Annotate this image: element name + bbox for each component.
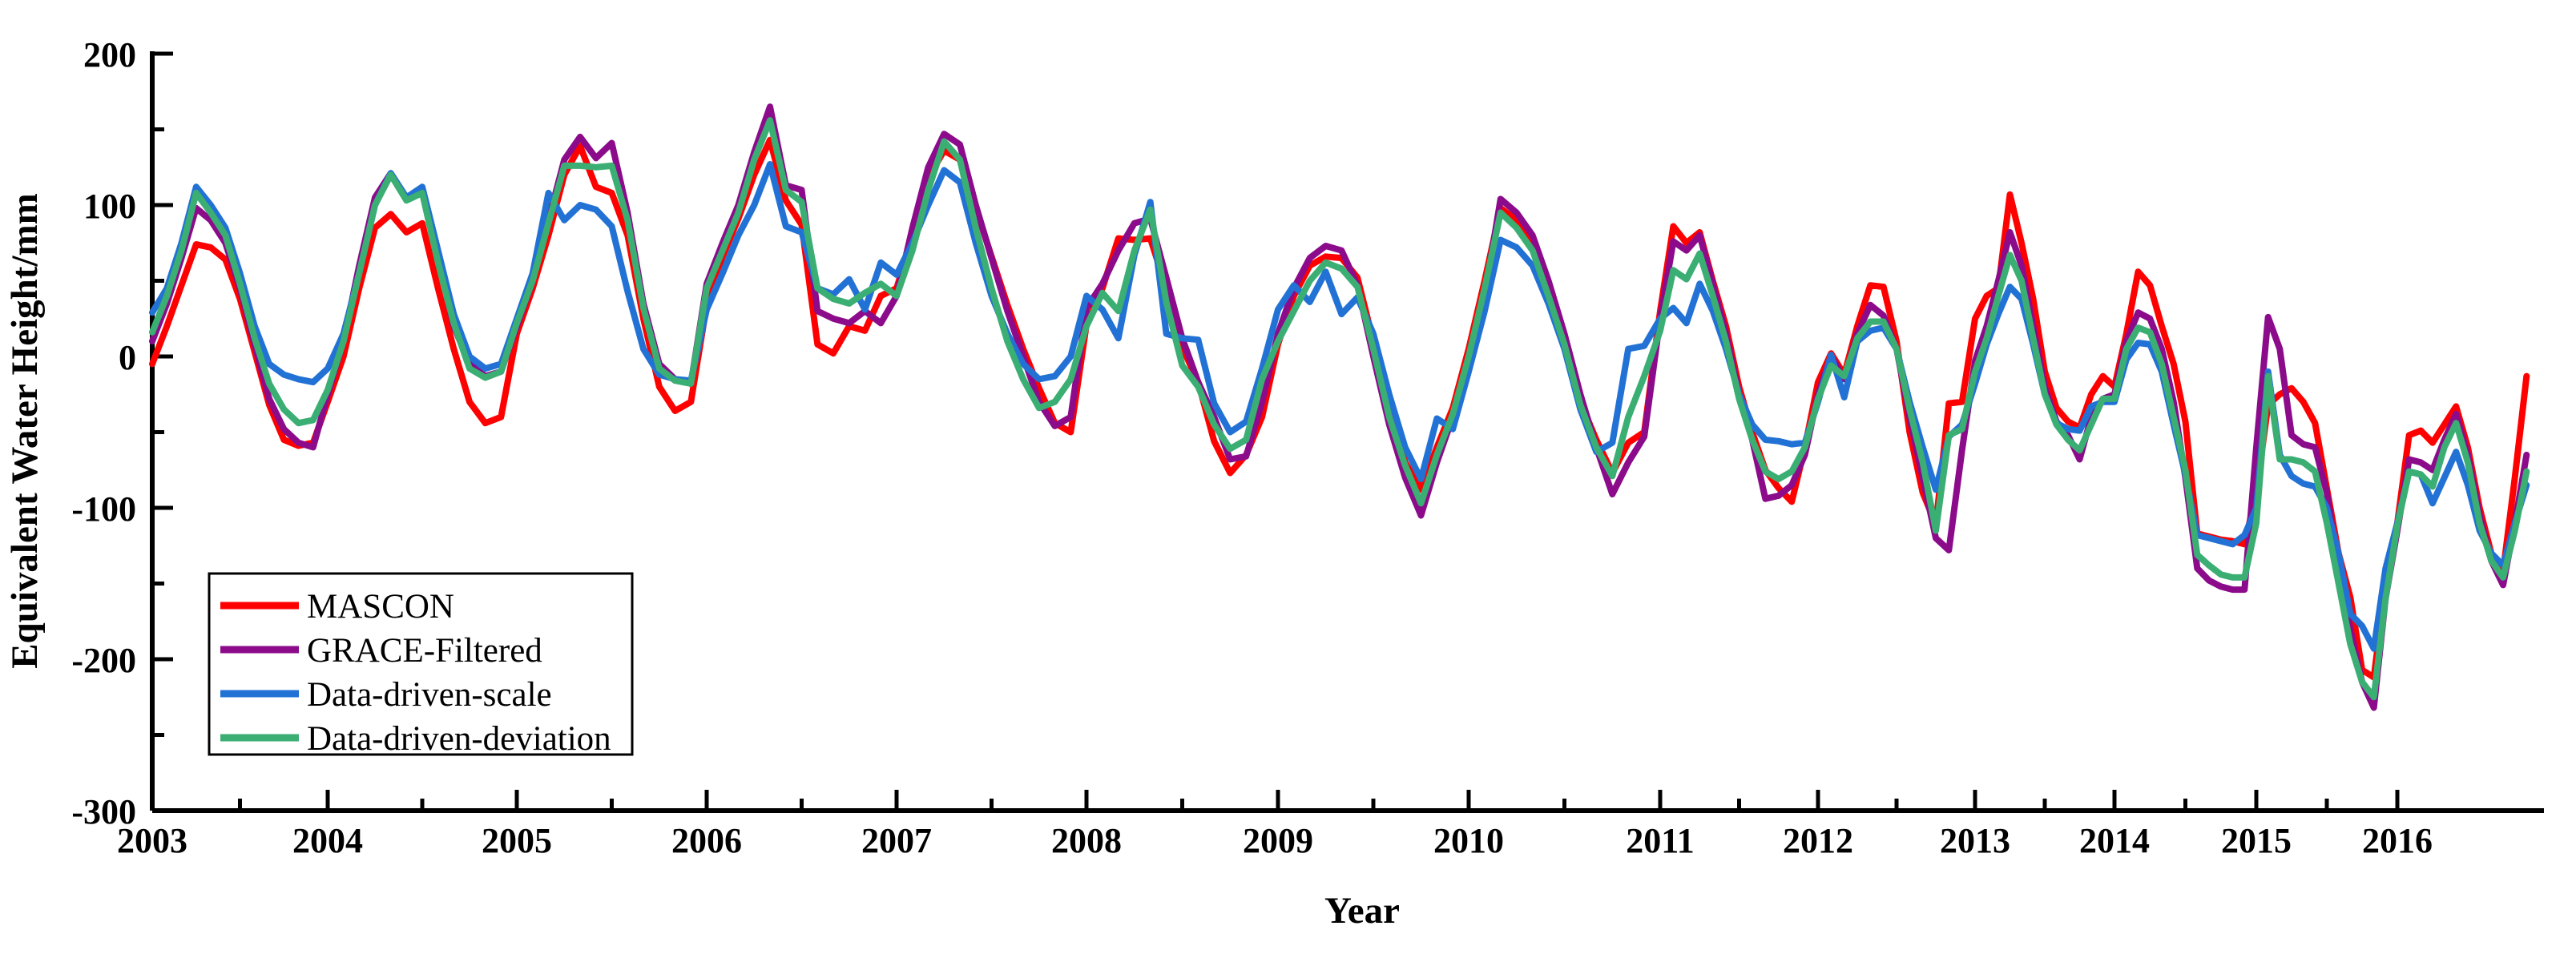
x-tick-label: 2008 <box>1051 821 1122 860</box>
y-tick-label: -100 <box>71 489 136 529</box>
x-tick-label: 2012 <box>1783 821 1853 860</box>
y-tick-label: 100 <box>83 187 136 226</box>
series-lines <box>149 103 2530 711</box>
y-tick-labels: 200 100 0 -100 -200 -300 <box>71 35 136 831</box>
y-tick-label: 0 <box>119 338 136 377</box>
legend-item-label: Data-driven-deviation <box>307 720 611 758</box>
x-tick-label: 2004 <box>292 821 363 860</box>
x-tick-label: 2003 <box>117 821 187 860</box>
x-tick-label: 2009 <box>1243 821 1313 860</box>
legend-item-label: GRACE-Filtered <box>307 632 542 670</box>
x-tick-label: 2005 <box>482 821 552 860</box>
x-axis-title: Year <box>1324 890 1400 932</box>
legend-item[interactable]: MASCON <box>220 588 454 626</box>
x-tick-label: 2014 <box>2079 821 2150 860</box>
x-tick-label: 2015 <box>2221 821 2292 860</box>
series-line-data-driven-scale <box>149 161 2530 652</box>
legend-item[interactable]: GRACE-Filtered <box>220 632 542 670</box>
x-tick-label: 2010 <box>1433 821 1504 860</box>
x-tick-label: 2013 <box>1940 821 2010 860</box>
y-tick-label: -200 <box>71 641 136 680</box>
y-axis-title: Equivalent Water Height/mm <box>4 193 46 669</box>
x-tick-label: 2007 <box>861 821 932 860</box>
x-tick-label: 2011 <box>1626 821 1695 860</box>
legend: MASCON GRACE-Filtered Data-driven-scale Dat… <box>208 572 634 758</box>
axis-ticks <box>150 51 2400 813</box>
legend-item[interactable]: Data-driven-scale <box>220 676 552 714</box>
y-tick-label: 200 <box>83 35 136 74</box>
series-line-data-driven-deviation <box>149 117 2530 701</box>
y-tick-label: -300 <box>71 792 136 831</box>
legend-item[interactable]: Data-driven-deviation <box>220 720 611 758</box>
x-tick-label: 2016 <box>2362 821 2433 860</box>
x-tick-labels: 2003 2004 2005 2006 2007 2008 2009 2010 2011 2012… <box>117 821 2433 860</box>
legend-item-label: Data-driven-scale <box>307 676 552 714</box>
legend-item-label: MASCON <box>307 588 454 626</box>
x-tick-label: 2006 <box>671 821 742 860</box>
